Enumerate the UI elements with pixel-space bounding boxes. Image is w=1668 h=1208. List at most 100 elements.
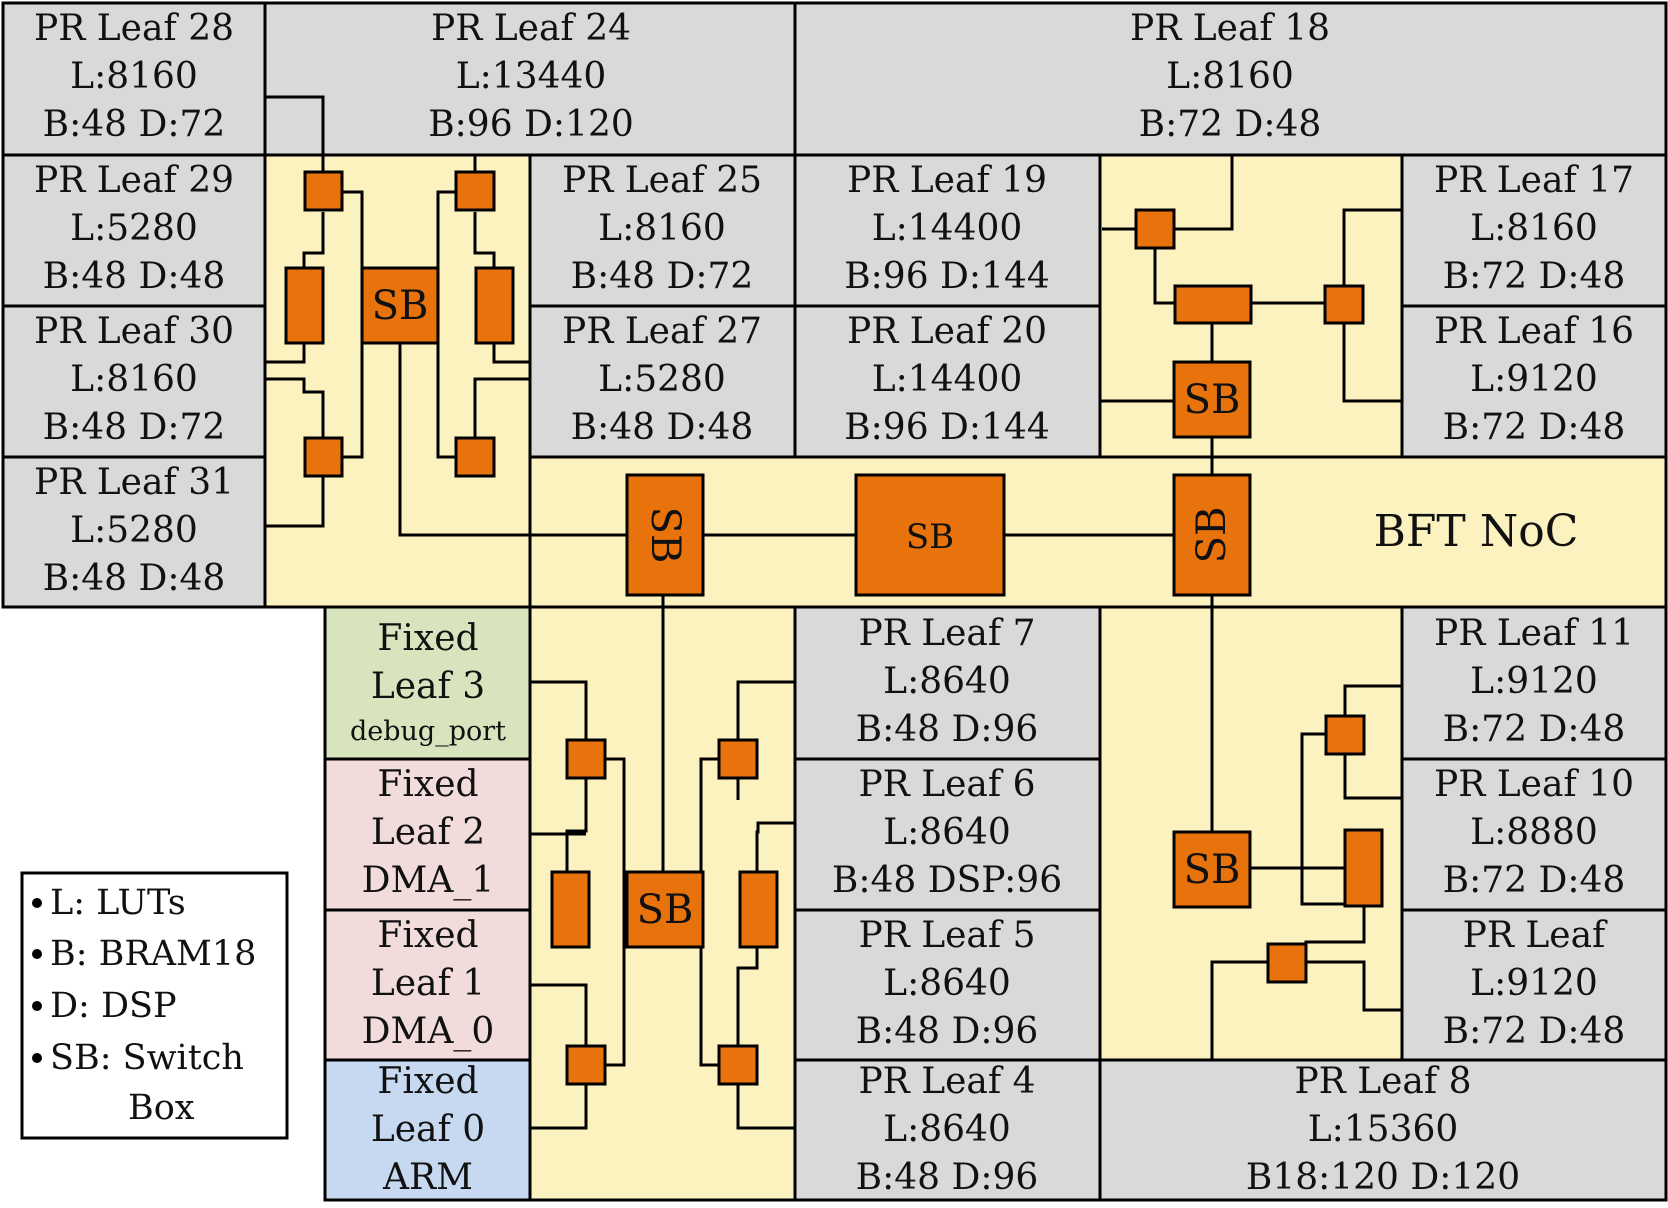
wire	[736, 680, 795, 740]
fixed-leaf-0-line3: ARM	[382, 1157, 473, 1198]
wire	[265, 343, 306, 364]
pr-leaf-24-title: PR Leaf 24	[431, 8, 631, 49]
router-node	[717, 1044, 759, 1086]
link-block	[474, 266, 515, 345]
link-block	[1173, 284, 1253, 325]
wire	[530, 983, 588, 1046]
fixed-leaf-1-line1: Fixed	[377, 915, 478, 956]
leaf-labels: PR Leaf 28 L:8160 B:48 D:72 PR Leaf 24 L…	[34, 8, 1634, 1198]
router-node	[565, 1044, 607, 1086]
wire	[398, 343, 627, 537]
switch-elements	[284, 170, 1384, 1086]
switch-box-center-left	[625, 473, 705, 597]
pr-leaf-16-title: PR Leaf 16	[1434, 311, 1634, 352]
pr-leaf-18-luts: L:8160	[1166, 56, 1294, 97]
fixed-leaf-1-line2: Leaf 1	[371, 963, 485, 1004]
pr-leaf-31-luts: L:5280	[70, 510, 198, 551]
sb-label: SB	[1184, 377, 1241, 423]
pr-leaf-31-box	[1, 455, 267, 609]
pr-leaf-9-box	[1400, 908, 1668, 1062]
pr-leaf-27-title: PR Leaf 27	[562, 311, 762, 352]
pr-leaf-16-box	[1400, 304, 1668, 459]
wire	[1210, 960, 1268, 1060]
pr-leaf-18-bram-dsp: B:72 D:48	[1139, 104, 1322, 145]
pr-leaf-7-luts: L:8640	[883, 661, 1011, 702]
legend-sb-line1: SB: Switch	[50, 1038, 244, 1078]
switch-box-center-right	[1172, 473, 1252, 597]
pr-leaf-20-bram-dsp: B:96 D:144	[844, 407, 1050, 448]
link-block	[738, 870, 779, 949]
pr-leaf-30-title: PR Leaf 30	[34, 311, 234, 352]
bullet-icon	[32, 1053, 42, 1063]
pr-leaf-6-box	[793, 757, 1102, 912]
router-node	[1324, 714, 1366, 756]
switch-box-upper-right	[1172, 360, 1252, 439]
fixed-leaf-2-line1: Fixed	[377, 764, 478, 805]
pr-leaf-28-bram-dsp: B:48 D:72	[43, 104, 226, 145]
noc-region-upper-left	[263, 153, 532, 609]
pr-leaf-28-luts: L:8160	[70, 56, 198, 97]
pr-leaf-11-title: PR Leaf 11	[1434, 613, 1634, 654]
wire	[1342, 322, 1402, 403]
pr-leaf-10-box	[1400, 757, 1668, 912]
sb-label: SB	[906, 517, 954, 557]
noc-label: BFT NoC	[1374, 506, 1579, 557]
switch-box-lower-center	[625, 870, 705, 949]
fixed-leaf-1-line3: DMA_0	[362, 1011, 495, 1052]
sb-label: SB	[642, 507, 688, 564]
router-node	[303, 436, 344, 478]
wire	[605, 757, 626, 1067]
pr-leaf-20-box	[793, 304, 1102, 459]
pr-leaf-4-bram-dsp: B:48 D:96	[856, 1157, 1039, 1198]
fixed-leaf-1-box	[323, 908, 532, 1062]
sb-label: SB	[1189, 507, 1235, 564]
pr-leaf-24-bram-dsp: B:96 D:120	[428, 104, 634, 145]
pr-leaf-18-title: PR Leaf 18	[1130, 8, 1330, 49]
router-node	[454, 170, 496, 212]
pr-leaf-27-luts: L:5280	[598, 359, 726, 400]
fixed-leaf-2-line3: DMA_1	[362, 860, 495, 901]
switch-box-center	[854, 473, 1006, 597]
sb-label: SB	[637, 887, 694, 933]
pr-leaf-29-title: PR Leaf 29	[34, 160, 234, 201]
wire	[1343, 684, 1402, 716]
pr-leaf-9-luts: L:9120	[1470, 963, 1598, 1004]
pr-leaf-29-luts: L:5280	[70, 208, 198, 249]
wire	[1343, 753, 1402, 800]
legend-luts: L: LUTs	[50, 883, 186, 923]
pr-leaf-19-title: PR Leaf 19	[847, 160, 1047, 201]
wire	[530, 680, 588, 740]
pr-leaf-11-box	[1400, 605, 1668, 761]
wire	[565, 778, 588, 872]
sb-label: SB	[372, 283, 429, 329]
link-block	[550, 870, 591, 949]
fixed-leaf-3-line2: Leaf 3	[371, 666, 485, 707]
pr-leaf-6-luts: L:8640	[883, 812, 1011, 853]
pr-leaf-5-luts: L:8640	[883, 963, 1011, 1004]
wire	[736, 1084, 795, 1130]
pr-leaf-29-bram-dsp: B:48 D:48	[43, 256, 226, 297]
pr-leaf-24-luts: L:13440	[456, 56, 607, 97]
pr-leaf-25-bram-dsp: B:48 D:72	[571, 256, 754, 297]
fixed-leaf-cells	[323, 605, 532, 1202]
wire	[473, 377, 530, 438]
switch-box-upper-left	[360, 266, 440, 345]
legend: L: LUTs B: BRAM18 D: DSP SB: Switch Box	[20, 871, 289, 1140]
router-node	[1323, 284, 1365, 325]
switch-box-lower-right	[1172, 830, 1252, 909]
wire	[302, 212, 325, 268]
pr-leaf-19-bram-dsp: B:96 D:144	[844, 256, 1050, 297]
pr-leaf-8-bram-dsp: B18:120 D:120	[1246, 1157, 1520, 1198]
pr-leaf-4-box	[793, 1058, 1102, 1202]
wire	[265, 95, 325, 172]
switch-labels: SB SB SB SB SB SB SB	[372, 283, 1241, 933]
pr-leaf-17-title: PR Leaf 17	[1434, 160, 1634, 201]
pr-leaf-31-title: PR Leaf 31	[34, 462, 234, 503]
wire	[1306, 960, 1402, 1012]
wire	[755, 821, 795, 872]
bullet-icon	[32, 949, 42, 959]
pr-leaf-31-bram-dsp: B:48 D:48	[43, 558, 226, 599]
link-block	[1343, 828, 1384, 908]
pr-leaf-17-bram-dsp: B:72 D:48	[1443, 256, 1626, 297]
